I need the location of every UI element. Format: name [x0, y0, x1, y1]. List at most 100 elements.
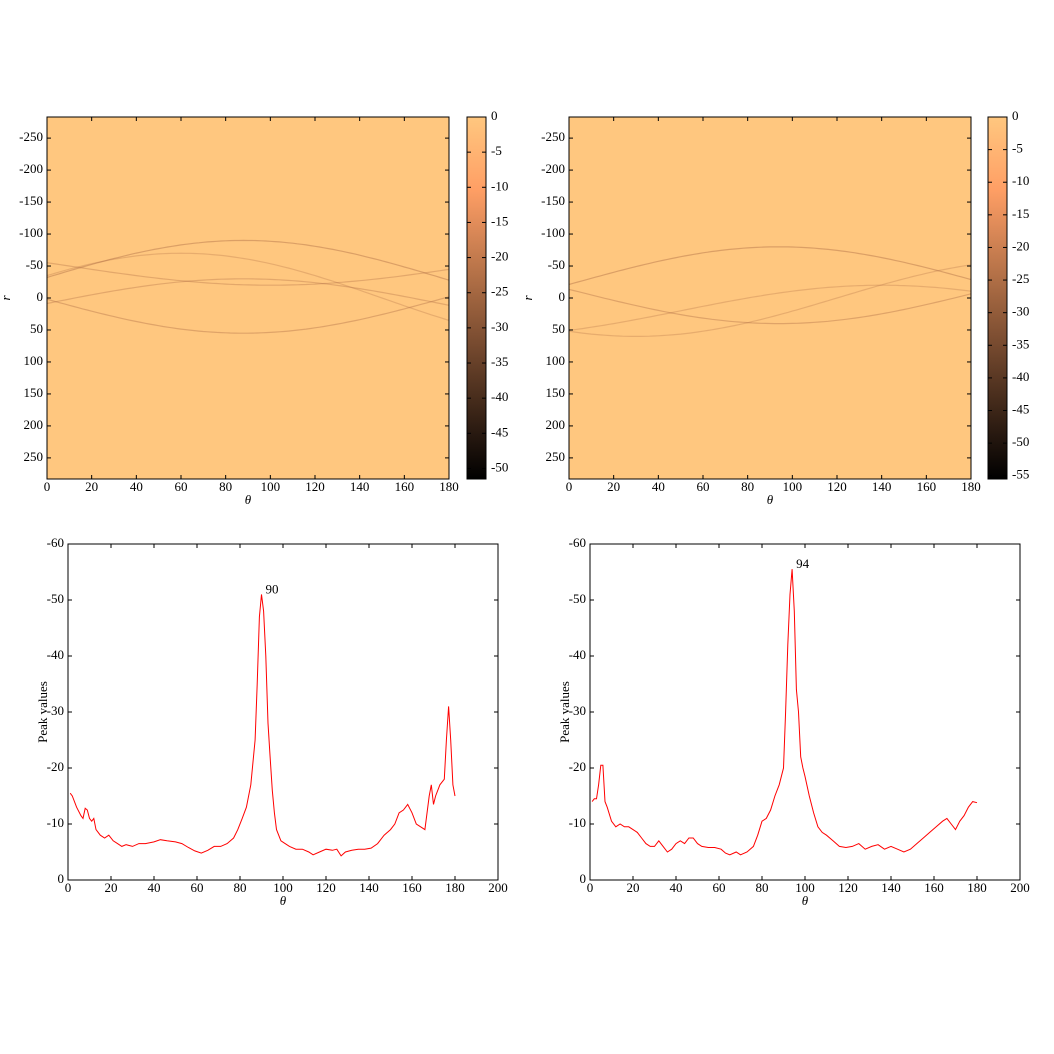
x-tick-label: 120	[316, 880, 336, 895]
y-tick-label: 0	[559, 289, 566, 304]
x-tick-label: 120	[305, 479, 325, 494]
x-tick-label: 0	[587, 880, 594, 895]
x-tick-label: 60	[191, 880, 204, 895]
x-axis-label: θ	[280, 893, 287, 908]
x-tick-label: 60	[175, 479, 188, 494]
annotation: 94	[796, 556, 810, 571]
x-tick-label: 120	[838, 880, 858, 895]
y-tick-label: -10	[47, 815, 64, 830]
image-texture	[46, 278, 450, 306]
y-axis-label: r	[0, 295, 13, 301]
x-tick-label: 100	[261, 479, 281, 494]
y-tick-label: -50	[47, 591, 64, 606]
x-tick-label: 20	[607, 479, 620, 494]
y-tick-label: -60	[47, 535, 64, 550]
x-tick-label: 160	[402, 880, 422, 895]
x-tick-label: 140	[881, 880, 901, 895]
colorbar-tick-label: 0	[1012, 108, 1019, 123]
x-tick-label: 140	[350, 479, 370, 494]
x-tick-label: 20	[627, 880, 640, 895]
y-axis-label: r	[520, 295, 535, 301]
y-tick-label: -50	[569, 591, 586, 606]
y-tick-label: -40	[569, 647, 586, 662]
y-tick-label: -10	[569, 815, 586, 830]
image-texture	[568, 246, 972, 286]
x-axis-label: θ	[802, 893, 809, 908]
y-tick-label: -250	[541, 129, 565, 144]
y-tick-label: -20	[47, 759, 64, 774]
x-tick-label: 100	[273, 880, 293, 895]
x-tick-label: 160	[395, 479, 415, 494]
y-tick-label: -60	[569, 535, 586, 550]
x-tick-label: 160	[917, 479, 937, 494]
colorbar-tick-label: -20	[1012, 238, 1029, 253]
y-tick-label: 0	[37, 289, 44, 304]
annotation: 90	[266, 581, 279, 596]
image-texture	[568, 288, 972, 325]
y-tick-label: 50	[30, 321, 43, 336]
colorbar-tick-label: -55	[1012, 467, 1029, 482]
x-axis-label: θ	[767, 492, 774, 507]
colorbar-tick-label: -25	[1012, 271, 1029, 286]
x-tick-label: 140	[359, 880, 379, 895]
x-tick-label: 180	[439, 479, 459, 494]
colorbar-tick-label: -30	[1012, 304, 1029, 319]
line-series	[69, 594, 456, 857]
x-tick-label: 140	[872, 479, 892, 494]
colorbar-tick-label: -25	[491, 284, 508, 299]
colorbar-tick-label: -10	[1012, 173, 1029, 188]
x-tick-label: 60	[697, 479, 710, 494]
y-tick-label: -150	[541, 193, 565, 208]
y-tick-label: 100	[24, 353, 44, 368]
y-tick-label: -30	[569, 703, 586, 718]
image-texture	[568, 264, 972, 337]
colorbar-tick-label: -50	[1012, 434, 1029, 449]
colorbar-tick-label: -15	[1012, 206, 1029, 221]
colorbar	[466, 116, 487, 480]
x-tick-label: 60	[713, 880, 726, 895]
x-tick-label: 100	[795, 880, 815, 895]
x-tick-label: 40	[670, 880, 683, 895]
y-tick-label: -30	[47, 703, 64, 718]
y-axis-label: Peak values	[557, 681, 572, 743]
colorbar-tick-label: -10	[491, 178, 508, 193]
y-tick-label: -100	[541, 225, 565, 240]
x-tick-label: 40	[652, 479, 665, 494]
y-tick-label: -100	[19, 225, 43, 240]
x-tick-label: 20	[85, 479, 98, 494]
y-tick-label: -20	[569, 759, 586, 774]
x-tick-label: 80	[741, 479, 754, 494]
x-tick-label: 120	[827, 479, 847, 494]
image-texture	[568, 284, 972, 331]
y-tick-label: -40	[47, 647, 64, 662]
x-tick-label: 40	[148, 880, 161, 895]
y-tick-label: -250	[19, 129, 43, 144]
x-tick-label: 180	[961, 479, 981, 494]
image-texture	[46, 252, 450, 321]
heatmap-image	[569, 117, 971, 479]
x-tick-label: 100	[783, 479, 803, 494]
y-tick-label: -200	[541, 161, 565, 176]
y-tick-label: -200	[19, 161, 43, 176]
colorbar-tick-label: -45	[1012, 401, 1029, 416]
y-tick-label: 150	[546, 385, 566, 400]
colorbar-tick-label: -50	[491, 459, 508, 474]
x-tick-label: 0	[566, 479, 573, 494]
colorbar-tick-label: -20	[491, 249, 508, 264]
y-tick-label: 150	[24, 385, 44, 400]
x-tick-label: 40	[130, 479, 143, 494]
x-tick-label: 180	[445, 880, 465, 895]
colorbar-tick-label: 0	[491, 108, 498, 123]
colorbar-tick-label: -40	[491, 389, 508, 404]
x-tick-label: 160	[924, 880, 944, 895]
x-tick-label: 200	[488, 880, 508, 895]
colorbar-tick-label: -30	[491, 319, 508, 334]
colorbar-tick-label: -5	[491, 143, 502, 158]
x-tick-label: 180	[967, 880, 987, 895]
x-axis-label: θ	[245, 492, 252, 507]
x-tick-label: 80	[219, 479, 232, 494]
y-tick-label: -50	[26, 257, 43, 272]
colorbar	[987, 116, 1008, 480]
